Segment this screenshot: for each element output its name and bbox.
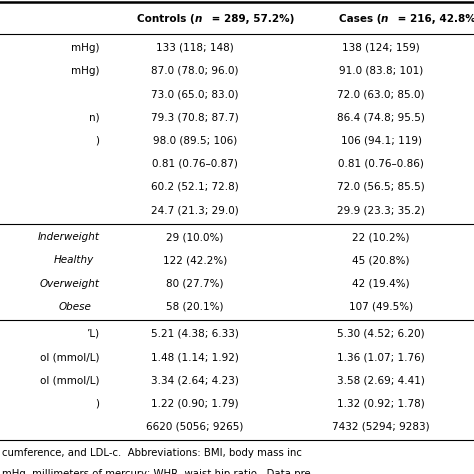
Text: 1.22 (0.90; 1.79): 1.22 (0.90; 1.79) (151, 399, 239, 409)
Text: 138 (124; 159): 138 (124; 159) (342, 43, 420, 53)
Text: n): n) (89, 112, 100, 122)
Text: mHg): mHg) (71, 66, 100, 76)
Text: 60.2 (52.1; 72.8): 60.2 (52.1; 72.8) (151, 182, 239, 192)
Text: 42 (19.4%): 42 (19.4%) (352, 279, 410, 289)
Text: 1.36 (1.07; 1.76): 1.36 (1.07; 1.76) (337, 352, 425, 362)
Text: ): ) (96, 399, 100, 409)
Text: 1.48 (1.14; 1.92): 1.48 (1.14; 1.92) (151, 352, 239, 362)
Text: 72.0 (63.0; 85.0): 72.0 (63.0; 85.0) (337, 89, 425, 99)
Text: Cases (: Cases ( (338, 14, 381, 24)
Text: Obese: Obese (58, 302, 91, 312)
Text: 122 (42.2%): 122 (42.2%) (163, 255, 227, 265)
Text: 45 (20.8%): 45 (20.8%) (352, 255, 410, 265)
Text: cumference, and LDL-c.  Abbreviations: BMI, body mass inc: cumference, and LDL-c. Abbreviations: BM… (2, 447, 302, 458)
Text: ol (mmol/L): ol (mmol/L) (40, 375, 100, 385)
Text: = 216, 42.8%): = 216, 42.8%) (394, 14, 474, 24)
Text: 133 (118; 148): 133 (118; 148) (156, 43, 234, 53)
Text: 91.0 (83.8; 101): 91.0 (83.8; 101) (339, 66, 423, 76)
Text: 29 (10.0%): 29 (10.0%) (166, 232, 224, 242)
Text: 0.81 (0.76–0.87): 0.81 (0.76–0.87) (152, 159, 238, 169)
Text: 5.21 (4.38; 6.33): 5.21 (4.38; 6.33) (151, 329, 239, 339)
Text: 106 (94.1; 119): 106 (94.1; 119) (341, 136, 421, 146)
Text: 1.32 (0.92; 1.78): 1.32 (0.92; 1.78) (337, 399, 425, 409)
Text: 79.3 (70.8; 87.7): 79.3 (70.8; 87.7) (151, 112, 239, 122)
Text: ol (mmol/L): ol (mmol/L) (40, 352, 100, 362)
Text: Healthy: Healthy (54, 255, 94, 265)
Text: ’L): ’L) (86, 329, 100, 339)
Text: Controls (: Controls ( (137, 14, 195, 24)
Text: 0.81 (0.76–0.86): 0.81 (0.76–0.86) (338, 159, 424, 169)
Text: Inderweight: Inderweight (37, 232, 100, 242)
Text: 3.34 (2.64; 4.23): 3.34 (2.64; 4.23) (151, 375, 239, 385)
Text: 6620 (5056; 9265): 6620 (5056; 9265) (146, 422, 244, 432)
Text: ): ) (96, 136, 100, 146)
Text: 58 (20.1%): 58 (20.1%) (166, 302, 224, 312)
Text: 86.4 (74.8; 95.5): 86.4 (74.8; 95.5) (337, 112, 425, 122)
Text: = 289, 57.2%): = 289, 57.2%) (209, 14, 295, 24)
Text: 73.0 (65.0; 83.0): 73.0 (65.0; 83.0) (151, 89, 239, 99)
Text: 87.0 (78.0; 96.0): 87.0 (78.0; 96.0) (151, 66, 239, 76)
Text: 5.30 (4.52; 6.20): 5.30 (4.52; 6.20) (337, 329, 425, 339)
Text: n: n (381, 14, 389, 24)
Text: 29.9 (23.3; 35.2): 29.9 (23.3; 35.2) (337, 205, 425, 215)
Text: 72.0 (56.5; 85.5): 72.0 (56.5; 85.5) (337, 182, 425, 192)
Text: n: n (195, 14, 202, 24)
Text: 98.0 (89.5; 106): 98.0 (89.5; 106) (153, 136, 237, 146)
Text: 107 (49.5%): 107 (49.5%) (349, 302, 413, 312)
Text: 24.7 (21.3; 29.0): 24.7 (21.3; 29.0) (151, 205, 239, 215)
Text: 80 (27.7%): 80 (27.7%) (166, 279, 224, 289)
Text: 22 (10.2%): 22 (10.2%) (352, 232, 410, 242)
Text: 7432 (5294; 9283): 7432 (5294; 9283) (332, 422, 430, 432)
Text: mHg): mHg) (71, 43, 100, 53)
Text: Overweight: Overweight (39, 279, 100, 289)
Text: mHg, millimeters of mercury; WHR, waist hip ratio.  Data pre: mHg, millimeters of mercury; WHR, waist … (2, 468, 311, 474)
Text: 3.58 (2.69; 4.41): 3.58 (2.69; 4.41) (337, 375, 425, 385)
